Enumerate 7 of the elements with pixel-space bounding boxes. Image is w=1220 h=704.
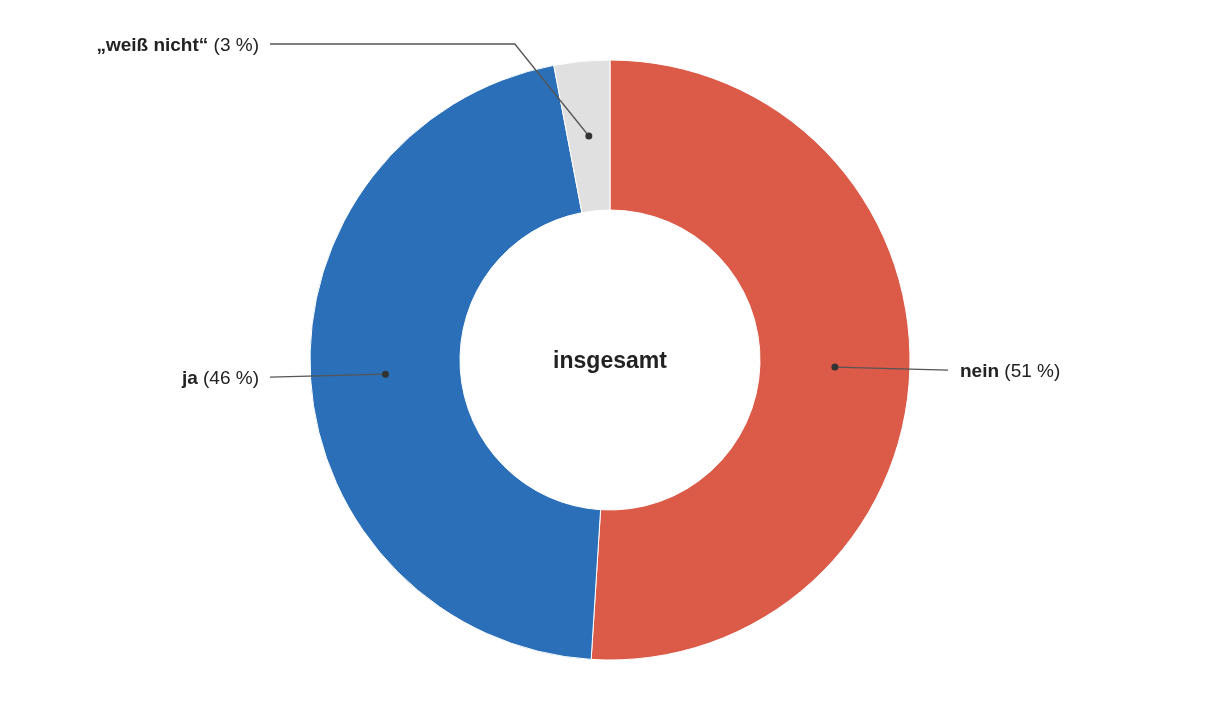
data-label: (51 %): [999, 359, 1061, 381]
slice-label: nein: [960, 359, 1000, 381]
data-label: (3 %): [208, 33, 259, 55]
text: insgesamt: [553, 347, 668, 373]
data-label: (46 %): [197, 366, 259, 388]
slice-label: ja: [180, 366, 199, 388]
slice-label: „weiß nicht“: [96, 33, 209, 55]
